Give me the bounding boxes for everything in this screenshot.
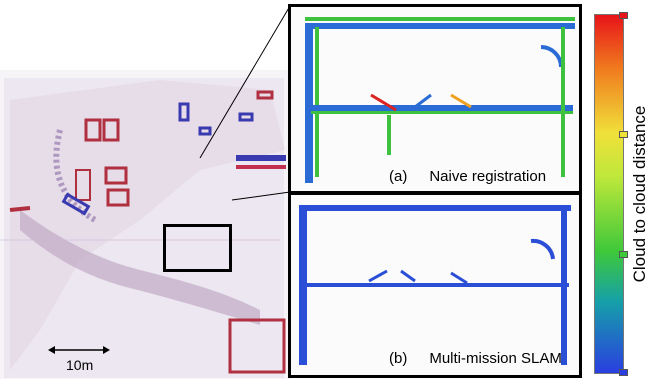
colorbar-tick-green: [619, 251, 628, 258]
colorbar-tick-yellow: [619, 131, 628, 138]
inset-b-caption: (b) Multi-mission SLAM: [389, 350, 562, 367]
scale-bar-label: 10m: [66, 357, 94, 373]
inset-a-tag: (a): [389, 168, 408, 185]
inset-a-point-cloud: [291, 7, 579, 191]
inset-b-title: Multi-mission SLAM: [429, 350, 562, 367]
inset-a-caption: (a) Naive registration: [389, 168, 546, 185]
colorbar: [594, 12, 628, 376]
inset-b-point-cloud: [291, 195, 579, 375]
colorbar-label: Cloud to cloud distance: [630, 105, 649, 283]
inset-a-title: Naive registration: [429, 168, 547, 185]
scale-bar: 10m: [46, 343, 136, 373]
zoom-region-frame: [163, 224, 232, 272]
colorbar-tick-bottom: [619, 369, 628, 376]
inset-naive-registration: (a) Naive registration: [288, 4, 582, 194]
inset-multi-mission-slam: (b) Multi-mission SLAM: [288, 192, 582, 378]
colorbar-tick-top: [619, 12, 628, 19]
scale-bar-arrow: [48, 346, 110, 354]
inset-b-tag: (b): [389, 350, 408, 367]
overview-point-cloud-map: [0, 70, 292, 379]
overview-map-graphic: [0, 70, 292, 379]
